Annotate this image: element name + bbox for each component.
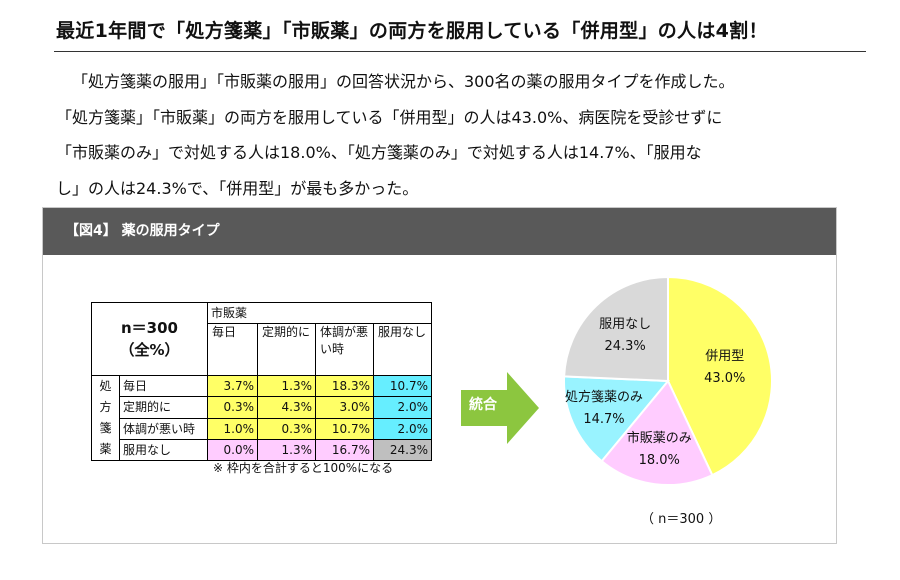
table-cell: 10.7% (373, 374, 432, 398)
pie-slice-value: 24.3% (604, 339, 646, 355)
col-group-otc: 市販薬 (207, 302, 432, 324)
pie-slice (563, 375, 671, 463)
crosstab-table: n＝300 （全%） 市販薬 毎日 定期的に 体調が悪い時 服用なし 処方箋薬 … (91, 302, 432, 462)
pie-slice-label: 処方箋薬のみ 14.7% (565, 387, 643, 431)
table-cell: 3.7% (207, 374, 258, 398)
pie-slice (600, 379, 714, 486)
pie-slice (667, 275, 773, 477)
row-head-daily: 毎日 (119, 374, 208, 398)
pie-slice (563, 275, 669, 383)
table-cell: 1.3% (257, 438, 316, 462)
table-cell: 18.3% (315, 374, 374, 398)
row-group-label: 処方箋薬 (99, 379, 112, 456)
paragraph-line-4: し」の人は24.3%で、「併用型」が最も多かった。 (56, 178, 419, 198)
figure-panel: 【図4】 薬の服用タイプ n＝300 （全%） 市販薬 毎日 定期的に 体調が悪… (42, 207, 837, 544)
table-cell: 0.0% (207, 438, 258, 462)
pie-slice-value: 14.7% (583, 412, 625, 428)
pie-slice-name: 併用型 (705, 349, 745, 365)
table-cell: 0.3% (207, 396, 258, 419)
row-head-regular: 定期的に (119, 396, 208, 419)
pie-slice-label: 併用型 43.0% (704, 346, 745, 390)
pie-slice-name: 服用なし (599, 317, 652, 333)
pie-slice-label: 市販薬のみ 18.0% (627, 428, 692, 472)
table-cell: 16.7% (315, 438, 374, 462)
table-cell: 2.0% (373, 417, 432, 440)
table-cell: 0.3% (257, 417, 316, 440)
arrow-right-icon (461, 372, 539, 444)
col-head-none: 服用なし (373, 323, 432, 376)
col-head-regular: 定期的に (257, 323, 316, 376)
col-head-daily: 毎日 (207, 323, 258, 376)
pie-slice-value: 18.0% (638, 453, 680, 469)
pie-chart (563, 275, 773, 486)
table-cell: 1.0% (207, 417, 258, 440)
row-group-prescription: 処方箋薬 (91, 375, 120, 461)
table-unit-label: （全%） (119, 341, 180, 359)
pie-slice-label: 服用なし 24.3% (599, 314, 651, 358)
pie-slice-name: 処方箋薬のみ (565, 390, 644, 406)
body-paragraph: 「処方箋薬の服用」「市販薬の服用」の回答状況から、300名の薬の服用タイプを作成… (56, 64, 856, 206)
row-head-unwell: 体調が悪い時 (119, 417, 208, 440)
arrow-label: 統合 (469, 397, 497, 413)
paragraph-line-2: 「処方箋薬」「市販薬」の両方を服用している「併用型」の人は43.0%、病医院を受… (56, 107, 723, 127)
table-cell: 3.0% (315, 396, 374, 419)
headline: 最近1年間で「処方箋薬」「市販薬」の両方を服用している「併用型」の人は4割！ (56, 20, 768, 42)
table-cell: 4.3% (257, 396, 316, 419)
headline-rule (54, 51, 866, 52)
row-head-none: 服用なし (119, 438, 208, 462)
paragraph-line-1: 「処方箋薬の服用」「市販薬の服用」の回答状況から、300名の薬の服用タイプを作成… (72, 72, 735, 91)
table-cell: 10.7% (315, 417, 374, 440)
table-cell: 2.0% (373, 396, 432, 419)
table-cell: 24.3% (373, 438, 432, 462)
col-head-unwell: 体調が悪い時 (315, 323, 374, 376)
sample-size-note: （ n＝300 ） (641, 512, 722, 527)
table-corner: n＝300 （全%） (91, 302, 208, 376)
paragraph-line-3: 「市販薬のみ」で対処する人は18.0%、「処方箋薬のみ」で対処する人は14.7%… (56, 143, 702, 162)
table-note: ※ 枠内を合計すると100%になる (213, 461, 394, 475)
figure-title: 【図4】 薬の服用タイプ (43, 208, 836, 255)
pie-slice-name: 市販薬のみ (626, 431, 692, 447)
table-cell: 1.3% (257, 374, 316, 398)
table-n-label: n＝300 (121, 319, 178, 337)
pie-slice-value: 43.0% (704, 371, 746, 387)
